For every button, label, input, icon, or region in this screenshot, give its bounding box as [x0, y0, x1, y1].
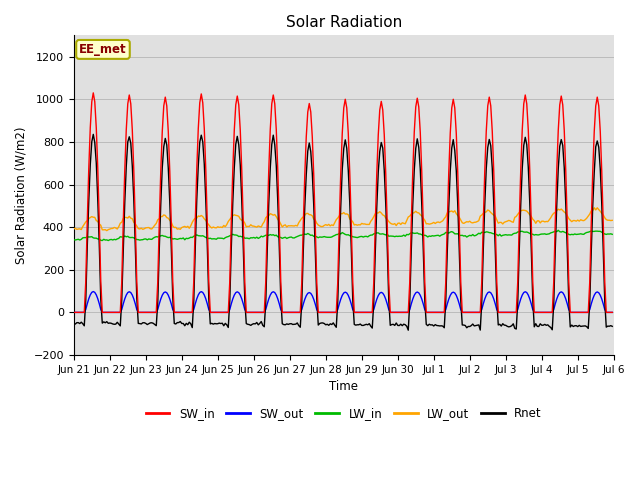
- LW_out: [591, 205, 598, 211]
- SW_out: [609, 310, 616, 315]
- SW_out: [70, 310, 77, 315]
- Text: EE_met: EE_met: [79, 43, 127, 56]
- Rnet: [232, 141, 239, 147]
- X-axis label: Time: Time: [329, 380, 358, 393]
- LW_in: [250, 235, 258, 240]
- LW_out: [138, 225, 145, 231]
- Rnet: [307, 149, 315, 155]
- SW_in: [250, 310, 258, 315]
- LW_in: [609, 231, 616, 237]
- Line: Rnet: Rnet: [74, 134, 612, 330]
- SW_out: [250, 310, 258, 315]
- Line: SW_out: SW_out: [74, 291, 612, 312]
- SW_out: [232, 290, 239, 296]
- Rnet: [138, 321, 145, 327]
- LW_out: [103, 228, 111, 233]
- SW_in: [259, 310, 267, 315]
- LW_in: [104, 238, 112, 243]
- LW_in: [138, 237, 145, 243]
- LW_out: [232, 213, 239, 218]
- Rnet: [404, 327, 412, 333]
- Rnet: [70, 320, 77, 326]
- LW_in: [259, 234, 267, 240]
- Line: LW_out: LW_out: [74, 208, 612, 230]
- Legend: SW_in, SW_out, LW_in, LW_out, Rnet: SW_in, SW_out, LW_in, LW_out, Rnet: [141, 402, 547, 425]
- SW_in: [232, 102, 239, 108]
- SW_out: [259, 310, 267, 315]
- SW_in: [70, 310, 77, 315]
- Rnet: [581, 323, 589, 329]
- SW_out: [138, 310, 145, 315]
- Rnet: [250, 321, 258, 326]
- SW_in: [138, 310, 145, 315]
- LW_out: [609, 217, 616, 223]
- LW_out: [580, 218, 588, 224]
- LW_in: [307, 232, 315, 238]
- LW_out: [70, 226, 77, 232]
- Rnet: [259, 323, 267, 328]
- LW_in: [232, 232, 239, 238]
- Title: Solar Radiation: Solar Radiation: [285, 15, 402, 30]
- LW_out: [250, 223, 258, 229]
- Y-axis label: Solar Radiation (W/m2): Solar Radiation (W/m2): [15, 126, 28, 264]
- Rnet: [609, 324, 616, 329]
- LW_in: [554, 228, 562, 233]
- Rnet: [90, 132, 97, 137]
- Line: SW_in: SW_in: [74, 93, 612, 312]
- LW_in: [70, 237, 77, 242]
- SW_in: [609, 310, 616, 315]
- SW_out: [307, 290, 315, 296]
- LW_out: [259, 221, 267, 227]
- LW_out: [307, 212, 315, 218]
- Line: LW_in: LW_in: [74, 230, 612, 240]
- LW_in: [581, 230, 589, 236]
- SW_in: [307, 109, 315, 115]
- SW_out: [90, 288, 97, 294]
- SW_in: [580, 310, 588, 315]
- SW_out: [580, 310, 588, 315]
- SW_in: [90, 90, 97, 96]
